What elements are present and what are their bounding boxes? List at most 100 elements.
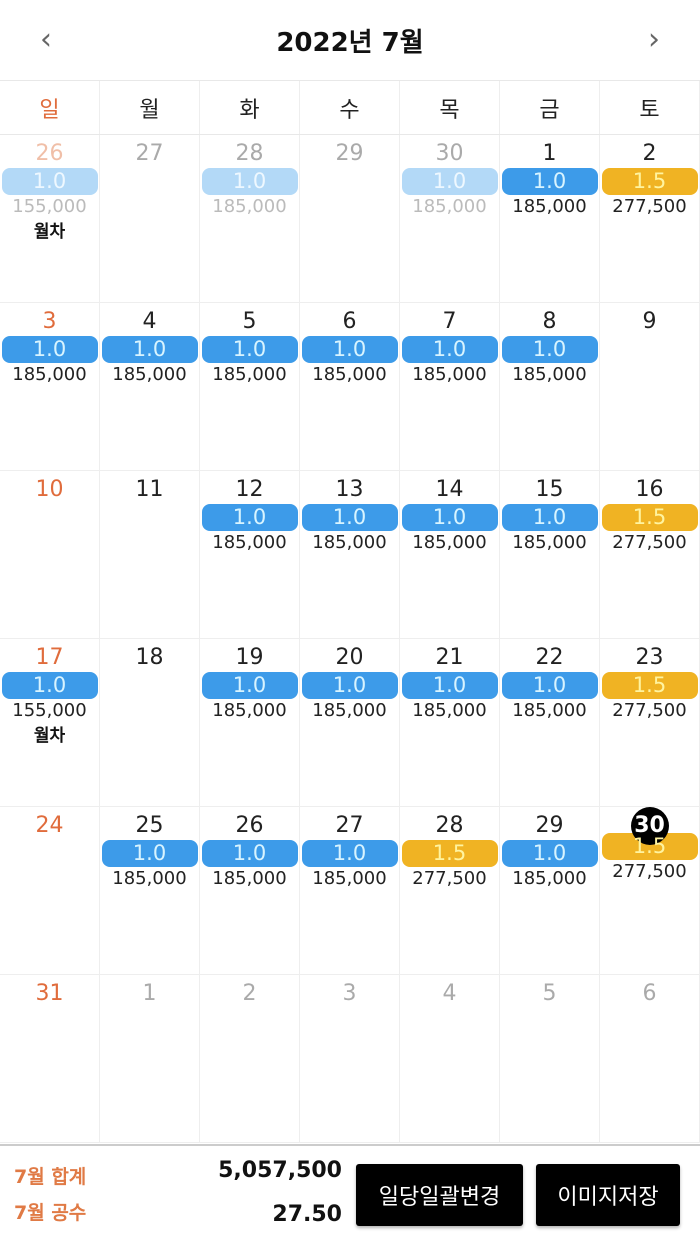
day-cell[interactable]: 22 1.0 185,000 (500, 639, 600, 807)
save-image-button[interactable]: 이미지저장 (536, 1164, 680, 1226)
work-units-badge: 1.0 (501, 504, 598, 531)
weekday-label: 금 (500, 81, 600, 134)
day-number: 3 (42, 309, 57, 334)
daily-wage: 185,000 (512, 364, 587, 385)
day-cell[interactable]: 17 1.0 155,000 월차 (0, 639, 100, 807)
work-units-badge: 1.0 (101, 840, 198, 867)
day-cell[interactable]: 2 (200, 975, 300, 1143)
day-cell[interactable]: 8 1.0 185,000 (500, 303, 600, 471)
day-cell[interactable]: 19 1.0 185,000 (200, 639, 300, 807)
day-number: 13 (335, 477, 364, 502)
day-cell[interactable]: 29 (300, 135, 400, 303)
day-number: 3 (342, 981, 357, 1006)
day-cell[interactable]: 5 1.0 185,000 (200, 303, 300, 471)
days-value: 27.50 (272, 1202, 342, 1227)
day-cell[interactable]: 16 1.5 277,500 (600, 471, 700, 639)
day-number: 9 (642, 309, 657, 334)
day-cell[interactable]: 21 1.0 185,000 (400, 639, 500, 807)
day-cell[interactable]: 1 (100, 975, 200, 1143)
chevron-right-icon[interactable]: › (648, 22, 660, 57)
day-number: 2 (242, 981, 257, 1006)
day-number: 28 (235, 141, 264, 166)
day-cell[interactable]: 13 1.0 185,000 (300, 471, 400, 639)
day-cell[interactable]: 11 (100, 471, 200, 639)
work-units-badge: 1.0 (501, 672, 598, 699)
day-cell[interactable]: 29 1.0 185,000 (500, 807, 600, 975)
day-number: 28 (435, 813, 464, 838)
work-units-badge: 1.0 (1, 336, 98, 363)
day-cell[interactable]: 23 1.5 277,500 (600, 639, 700, 807)
total-value: 5,057,500 (218, 1158, 342, 1183)
day-number: 26 (235, 813, 264, 838)
daily-wage: 185,000 (312, 364, 387, 385)
day-cell[interactable]: 4 1.0 185,000 (100, 303, 200, 471)
day-cell[interactable]: 20 1.0 185,000 (300, 639, 400, 807)
daily-wage: 185,000 (212, 532, 287, 553)
work-units-badge: 1.0 (201, 504, 298, 531)
work-units-badge: 1.0 (101, 336, 198, 363)
day-cell[interactable]: 25 1.0 185,000 (100, 807, 200, 975)
day-cell[interactable]: 27 (100, 135, 200, 303)
day-cell[interactable]: 7 1.0 185,000 (400, 303, 500, 471)
work-units-badge: 1.0 (501, 168, 598, 195)
day-cell[interactable]: 3 (300, 975, 400, 1143)
day-number: 29 (535, 813, 564, 838)
day-cell[interactable]: 31 (0, 975, 100, 1143)
day-cell[interactable]: 1 1.0 185,000 (500, 135, 600, 303)
day-cell[interactable]: 2 1.5 277,500 (600, 135, 700, 303)
day-number: 2 (642, 141, 657, 166)
work-units-badge: 1.0 (401, 168, 498, 195)
day-cell[interactable]: 26 1.0 155,000 월차 (0, 135, 100, 303)
work-units-badge: 1.0 (401, 336, 498, 363)
day-cell[interactable]: 12 1.0 185,000 (200, 471, 300, 639)
day-cell[interactable]: 14 1.0 185,000 (400, 471, 500, 639)
day-cell[interactable]: 18 (100, 639, 200, 807)
daily-wage: 185,000 (412, 364, 487, 385)
weekday-label: 목 (400, 81, 500, 134)
day-cell[interactable]: 28 1.0 185,000 (200, 135, 300, 303)
day-number: 30 (435, 141, 464, 166)
day-cell[interactable]: 6 1.0 185,000 (300, 303, 400, 471)
work-units-badge: 1.0 (401, 504, 498, 531)
day-number: 18 (135, 645, 164, 670)
daily-wage: 185,000 (212, 700, 287, 721)
daily-wage: 185,000 (512, 700, 587, 721)
work-units-badge: 1.0 (401, 672, 498, 699)
day-number: 4 (142, 309, 157, 334)
day-cell[interactable]: 15 1.0 185,000 (500, 471, 600, 639)
daily-wage: 185,000 (212, 196, 287, 217)
day-cell[interactable]: 4 (400, 975, 500, 1143)
bulk-wage-change-button[interactable]: 일당일괄변경 (356, 1164, 523, 1226)
work-units-badge: 1.0 (201, 336, 298, 363)
day-number: 20 (335, 645, 364, 670)
daily-wage: 185,000 (312, 868, 387, 889)
work-units-badge: 1.0 (201, 840, 298, 867)
daily-wage: 185,000 (212, 868, 287, 889)
chevron-left-icon[interactable]: ‹ (40, 22, 52, 57)
daily-wage: 185,000 (12, 364, 87, 385)
day-number: 6 (342, 309, 357, 334)
total-label: 7월 합계 (14, 1166, 87, 1188)
weekday-label: 일 (0, 81, 100, 134)
day-cell[interactable]: 10 (0, 471, 100, 639)
day-number: 10 (35, 477, 64, 502)
day-cell[interactable]: 28 1.5 277,500 (400, 807, 500, 975)
day-number: 1 (542, 141, 557, 166)
daily-wage: 185,000 (412, 196, 487, 217)
day-cell[interactable]: 3 1.0 185,000 (0, 303, 100, 471)
weekday-label: 토 (600, 81, 700, 134)
daily-wage: 185,000 (212, 364, 287, 385)
day-cell[interactable]: 30 1.5 277,500 (600, 807, 700, 975)
daily-wage: 185,000 (312, 532, 387, 553)
day-cell[interactable]: 27 1.0 185,000 (300, 807, 400, 975)
day-cell[interactable]: 6 (600, 975, 700, 1143)
day-number: 8 (542, 309, 557, 334)
day-cell[interactable]: 5 (500, 975, 600, 1143)
day-cell[interactable]: 24 (0, 807, 100, 975)
day-number: 14 (435, 477, 464, 502)
day-cell[interactable]: 9 (600, 303, 700, 471)
work-units-badge: 1.0 (201, 672, 298, 699)
day-cell[interactable]: 26 1.0 185,000 (200, 807, 300, 975)
day-cell[interactable]: 30 1.0 185,000 (400, 135, 500, 303)
